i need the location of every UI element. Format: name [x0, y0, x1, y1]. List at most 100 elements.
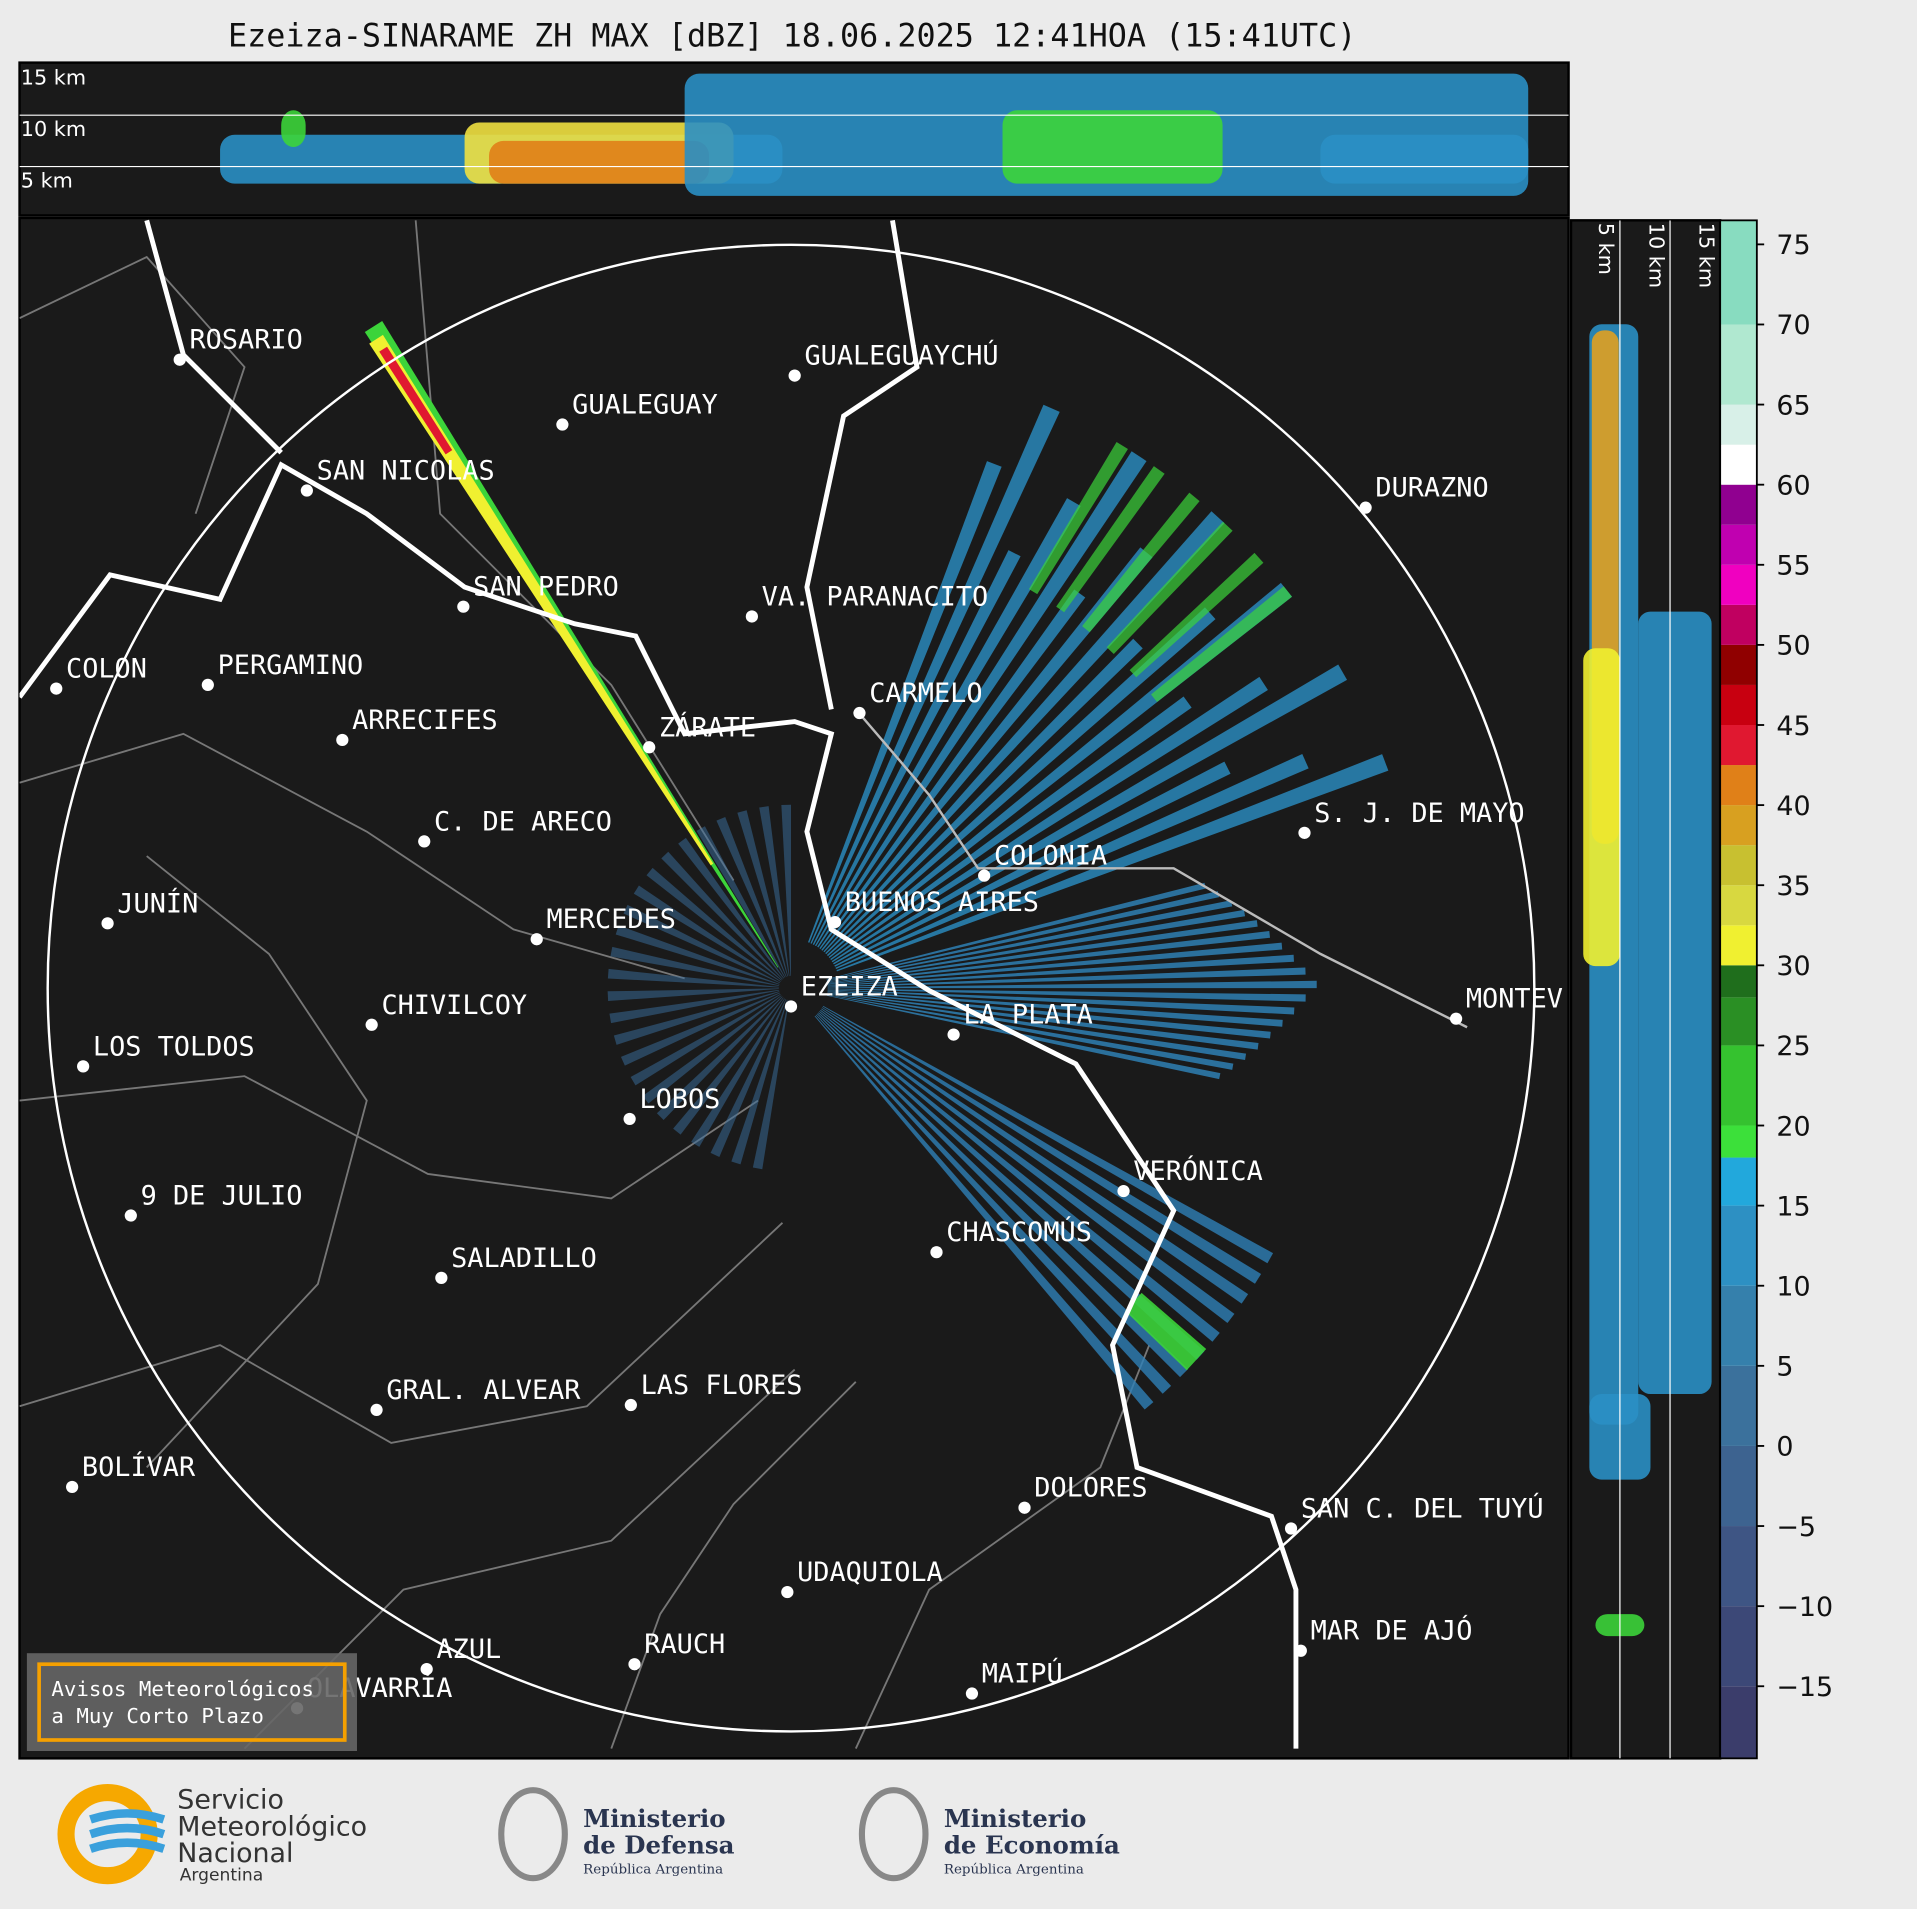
city-dot [978, 869, 991, 882]
city-dot [336, 733, 349, 747]
echo [827, 988, 1306, 1002]
boundary [414, 220, 735, 882]
echo [827, 909, 1246, 983]
color-band [1720, 1445, 1757, 1527]
echo [827, 954, 1294, 987]
city-label: PERGAMINO [218, 650, 364, 681]
city-label: S. J. DE MAYO [1314, 798, 1524, 829]
echo [691, 998, 785, 1147]
city-dot [66, 1480, 79, 1494]
echo [646, 867, 782, 981]
logo-shield [498, 1787, 568, 1882]
city-dot [300, 484, 313, 497]
city-label: LOBOS [639, 1084, 720, 1115]
logo-waves [89, 1809, 166, 1853]
tick-label: 50 [1776, 631, 1810, 662]
top-echoes: 15 km 10 km 5 km [19, 66, 1569, 196]
tick-label: 10 [1776, 1272, 1810, 1303]
city-label: BOLÍVAR [82, 1451, 196, 1483]
city-label: AZUL [436, 1634, 501, 1665]
echo [817, 451, 1147, 948]
city-label: BUENOS AIRES [845, 887, 1039, 918]
echo [827, 920, 1258, 984]
echo [819, 589, 1086, 950]
echo [815, 1014, 1172, 1394]
logo-text: Meteorológico [177, 1811, 367, 1842]
echo [642, 995, 782, 1104]
city-dot [930, 1246, 943, 1259]
echo [759, 806, 790, 977]
city-label: DURAZNO [1375, 473, 1488, 504]
echo [810, 404, 1060, 944]
echo [752, 1000, 790, 1170]
city-label: MONTEV [1466, 984, 1563, 1015]
color-band [1720, 845, 1757, 886]
notice-bg [26, 1653, 357, 1752]
logo-text: República Argentina [944, 1862, 1084, 1877]
echo [615, 925, 780, 985]
echo [819, 1011, 1220, 1342]
city-label: SAN PEDRO [473, 572, 619, 603]
tick-label: 75 [1776, 230, 1810, 261]
city-label: ARRECIFES [352, 705, 498, 736]
logo-text: Argentina [180, 1866, 263, 1886]
echo [609, 989, 780, 1024]
color-band [1720, 644, 1757, 685]
echo [816, 1013, 1189, 1378]
tick-label: 20 [1776, 1111, 1810, 1142]
echo [607, 968, 779, 988]
city-dot [77, 1060, 90, 1073]
city-dot [124, 1209, 137, 1222]
echo [678, 837, 785, 979]
echo [826, 607, 1216, 957]
city-dot [965, 1687, 979, 1700]
echo [1056, 466, 1165, 613]
city-label: GUALEGUAYCHÚ [804, 340, 998, 372]
echo [716, 816, 787, 977]
city-dot [784, 1000, 798, 1013]
range-ring [46, 243, 1536, 1733]
tick-label: 45 [1776, 711, 1810, 742]
city-label: C. DE ARECO [434, 806, 612, 837]
city-label: VERÓNICA [1133, 1155, 1262, 1187]
echo [827, 993, 1247, 1061]
color-band [1720, 564, 1757, 605]
color-band [1720, 885, 1757, 926]
tick-label: 25 [1776, 1031, 1810, 1062]
title: Ezeiza-SINARAME ZH MAX [dBZ] 18.06.2025 … [228, 19, 1356, 55]
echo [369, 334, 714, 866]
echo [489, 140, 710, 184]
city-dot [624, 1398, 637, 1412]
city-label: ZÁRATE [659, 711, 756, 743]
city-dot [1359, 501, 1372, 514]
height-label: 10 km [1644, 223, 1668, 288]
logo-text: Servicio [177, 1784, 284, 1815]
color-band [1720, 925, 1757, 966]
tick-label: 15 [1776, 1191, 1810, 1222]
tick-label: 65 [1776, 390, 1810, 421]
echo [281, 110, 306, 147]
city-dot [781, 1585, 794, 1599]
color-band [1720, 1365, 1757, 1446]
city-dot [1449, 1012, 1463, 1025]
city-dot [643, 741, 656, 754]
logo-smn: Servicio Meteorológico Nacional Argentin… [57, 1784, 367, 1886]
notice-line: a Muy Corto Plazo [51, 1704, 264, 1728]
city-dot [745, 610, 758, 623]
echo [826, 891, 1220, 981]
color-band [1720, 1205, 1757, 1286]
echo [827, 992, 1259, 1050]
border [854, 708, 1468, 1029]
city-label: ROSARIO [189, 325, 302, 356]
tick-label: −15 [1776, 1672, 1833, 1703]
echo [821, 547, 1153, 951]
logo-text: de Economía [944, 1831, 1120, 1860]
echo [1082, 492, 1200, 633]
color-band [1720, 444, 1757, 485]
city-label: CARMELO [869, 678, 982, 709]
colorbar: −15 −10 −5 0 5 10 15 20 25 30 35 40 45 50 55 60 65 70 75 [1719, 219, 1833, 1760]
echo [1129, 552, 1264, 678]
echo [613, 991, 780, 1045]
notice-frame [37, 1662, 347, 1742]
